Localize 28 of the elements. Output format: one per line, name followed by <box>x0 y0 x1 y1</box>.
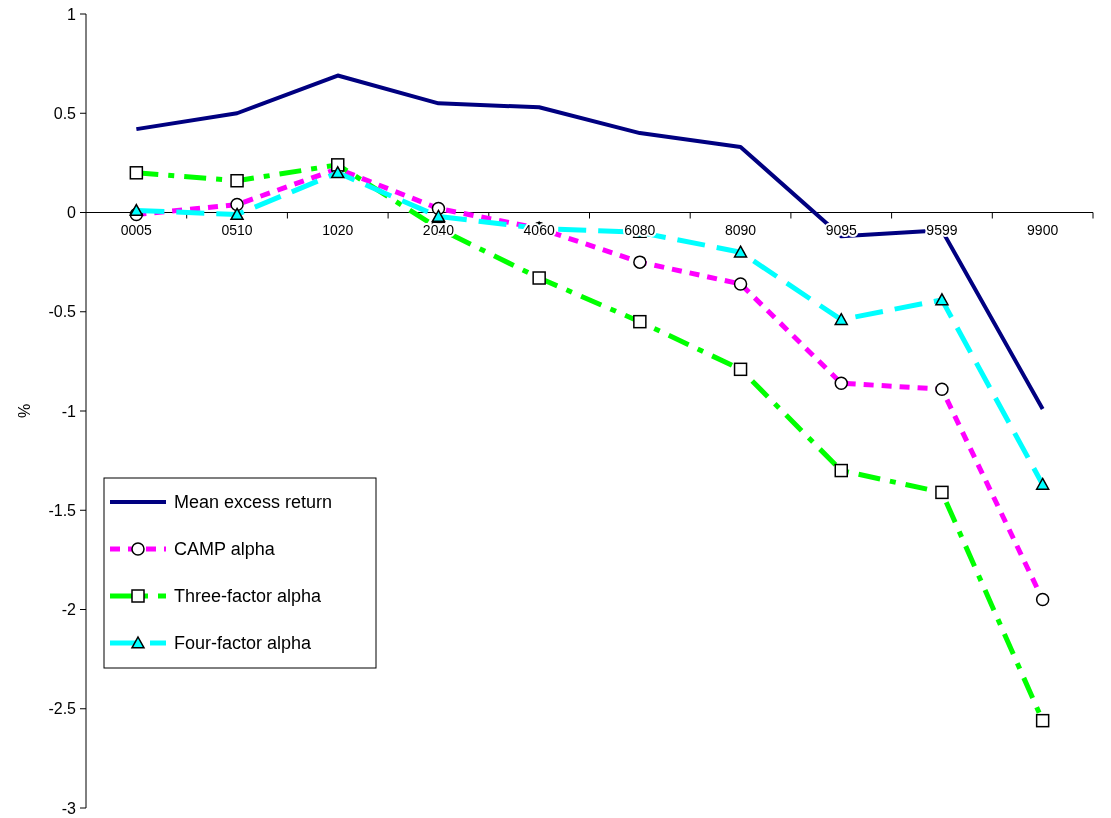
legend-label: Three-factor alpha <box>174 586 323 607</box>
point <box>834 312 848 326</box>
y-tick-label: 1 <box>67 5 77 23</box>
x-tick-label: 1020 <box>322 221 354 238</box>
y-tick-label: -0.5 <box>48 303 77 321</box>
y-tick-label: 0.5 <box>53 104 77 122</box>
point <box>331 166 345 179</box>
x-tick-label: 9900 <box>1027 221 1059 238</box>
legend-label: Mean excess return <box>174 492 333 513</box>
x-tick-label: 0005 <box>120 221 153 238</box>
y-tick-label: -1 <box>61 402 77 420</box>
point <box>431 209 446 223</box>
legend-label: CAMP alpha <box>174 539 276 560</box>
x-tick-label: 4060 <box>523 221 555 238</box>
y-tick-label: 0 <box>67 204 77 222</box>
point <box>129 203 144 217</box>
y-tick-label: -2.5 <box>48 700 77 718</box>
legend-label: Four-factor alpha <box>174 633 313 654</box>
x-tick-label: 0510 <box>221 221 253 238</box>
x-tick-label: 8090 <box>724 221 757 238</box>
point <box>733 245 748 258</box>
y-tick-label: -3 <box>61 799 77 817</box>
point <box>935 293 949 306</box>
y-tick-label: -1.5 <box>48 501 77 519</box>
y-axis-title: % <box>16 403 33 419</box>
point <box>230 207 244 221</box>
y-tick-label: -2 <box>61 601 77 619</box>
point <box>1035 477 1050 490</box>
